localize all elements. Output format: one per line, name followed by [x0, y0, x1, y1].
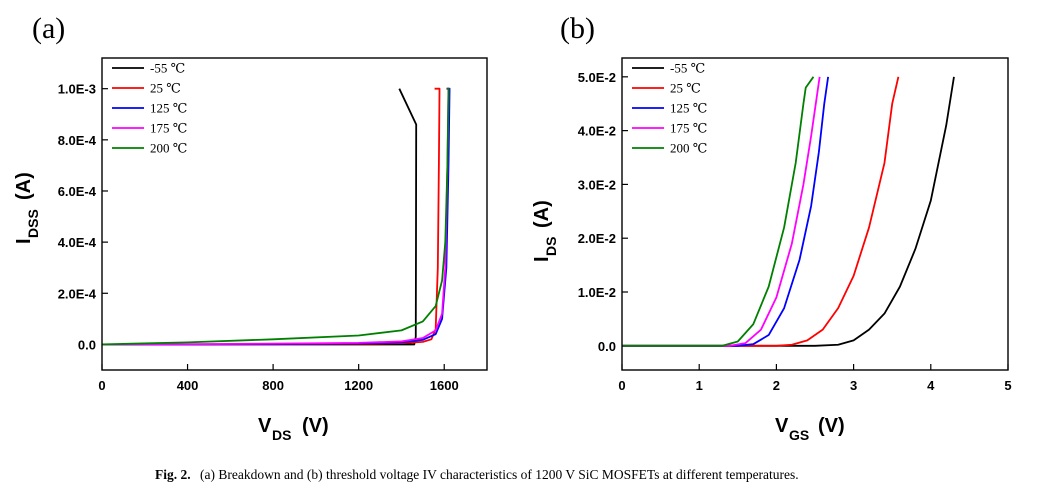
series-line-4	[622, 76, 815, 347]
y-tick-label: 0.0	[598, 339, 616, 354]
y-tick-label: 3.0E-2	[578, 177, 616, 192]
y-tick-label: 0.0	[78, 337, 96, 352]
x-tick-label: 2	[773, 378, 780, 393]
legend-label: -55 ℃	[150, 61, 185, 76]
series-line-0	[622, 76, 955, 347]
panel-b-plot-frame	[621, 57, 1009, 371]
panel-b-legend: -55 ℃ 25 ℃ 125 ℃ 175 ℃ 200 ℃	[632, 61, 707, 156]
series-line-2	[622, 76, 830, 347]
legend-label: 125 ℃	[150, 101, 187, 116]
panel-a-y-axis-main: I	[13, 238, 35, 244]
panel-b-x-axis-main: V	[775, 415, 789, 437]
panel-b-x-axis-unit: (V)	[818, 415, 845, 437]
panel-a-series-group	[101, 87, 451, 346]
panel-b-series-group	[622, 76, 955, 347]
y-tick-label: 4.0E-2	[578, 124, 616, 139]
panel-a-x-axis-sub: DS	[272, 427, 291, 443]
panel-a-x-axis-title: V DS (V)	[258, 415, 329, 443]
legend-label: 175 ℃	[670, 121, 707, 136]
panel-a-ticks: 0 400 800 1200 1600 0.0 2.0E-4 4.0E-4 6.0E-4 8.0E…	[58, 82, 459, 393]
legend-label: -55 ℃	[670, 61, 705, 76]
x-tick-label: 400	[177, 378, 199, 393]
x-tick-label: 0	[618, 378, 625, 393]
panel-b-y-axis-unit: (A)	[531, 200, 553, 228]
y-tick-label: 1.0E-2	[578, 285, 616, 300]
series-line-4	[101, 87, 450, 346]
y-tick-label: 2.0E-2	[578, 231, 616, 246]
y-tick-label: 5.0E-2	[578, 70, 616, 85]
panel-a-y-axis-unit: (A)	[13, 172, 35, 200]
panel-b-y-axis-main: I	[531, 256, 553, 262]
x-tick-label: 1	[696, 378, 703, 393]
panel-a-y-axis-title: I DSS (A)	[13, 172, 41, 244]
x-tick-label: 0	[98, 378, 105, 393]
x-tick-label: 3	[850, 378, 857, 393]
y-tick-label: 2.0E-4	[58, 286, 97, 301]
panel-b-x-axis-title: V GS (V)	[775, 415, 845, 443]
panel-a-x-axis-main: V	[258, 415, 272, 437]
legend-label: 200 ℃	[670, 141, 707, 156]
series-line-3	[622, 76, 821, 347]
panel-a-legend: -55 ℃ 25 ℃ 125 ℃ 175 ℃ 200 ℃	[112, 61, 187, 156]
panel-a-y-axis-sub: DSS	[25, 209, 41, 238]
x-tick-label: 5	[1004, 378, 1011, 393]
panel-b-label: (b)	[560, 12, 595, 45]
x-tick-label: 1600	[430, 378, 459, 393]
panel-b-ticks: 0 1 2 3 4 5 0.0 1.0E-2 2.0E-2 3.0E-2 4.0E-2 5.0E-2	[578, 70, 1012, 393]
panel-b-y-axis-title: I DS (A)	[531, 200, 559, 262]
legend-label: 25 ℃	[150, 81, 181, 96]
y-tick-label: 1.0E-3	[58, 82, 96, 97]
y-tick-label: 6.0E-4	[58, 184, 97, 199]
figure-caption-label: Fig. 2.	[155, 467, 191, 482]
panel-a-plot-frame	[101, 57, 488, 371]
panel-b-chart: (b) 0 1 2 3 4 5 0.0 1.0E-2 2.0E-2 3.0E-2 4.0E-2 5.0…	[531, 12, 1012, 443]
panel-b-y-axis-sub: DS	[543, 237, 559, 256]
panel-a-chart: (a) 0 400 800 1200 1600 0.0 2.0E-4 4.0E-4 6.0E-4…	[13, 12, 488, 443]
figure-caption-text: (a) Breakdown and (b) threshold voltage …	[200, 467, 799, 482]
panel-a-label: (a)	[32, 12, 65, 45]
x-tick-label: 800	[262, 378, 284, 393]
legend-label: 200 ℃	[150, 141, 187, 156]
y-tick-label: 4.0E-4	[58, 235, 97, 250]
y-tick-label: 8.0E-4	[58, 133, 97, 148]
legend-label: 125 ℃	[670, 101, 707, 116]
x-tick-label: 1200	[344, 378, 373, 393]
series-line-1	[622, 76, 900, 347]
legend-label: 25 ℃	[670, 81, 701, 96]
x-tick-label: 4	[927, 378, 935, 393]
panel-b-x-axis-sub: GS	[789, 427, 809, 443]
legend-label: 175 ℃	[150, 121, 187, 136]
figure-caption: Fig. 2. (a) Breakdown and (b) threshold …	[155, 467, 799, 482]
panel-a-x-axis-unit: (V)	[302, 415, 329, 437]
